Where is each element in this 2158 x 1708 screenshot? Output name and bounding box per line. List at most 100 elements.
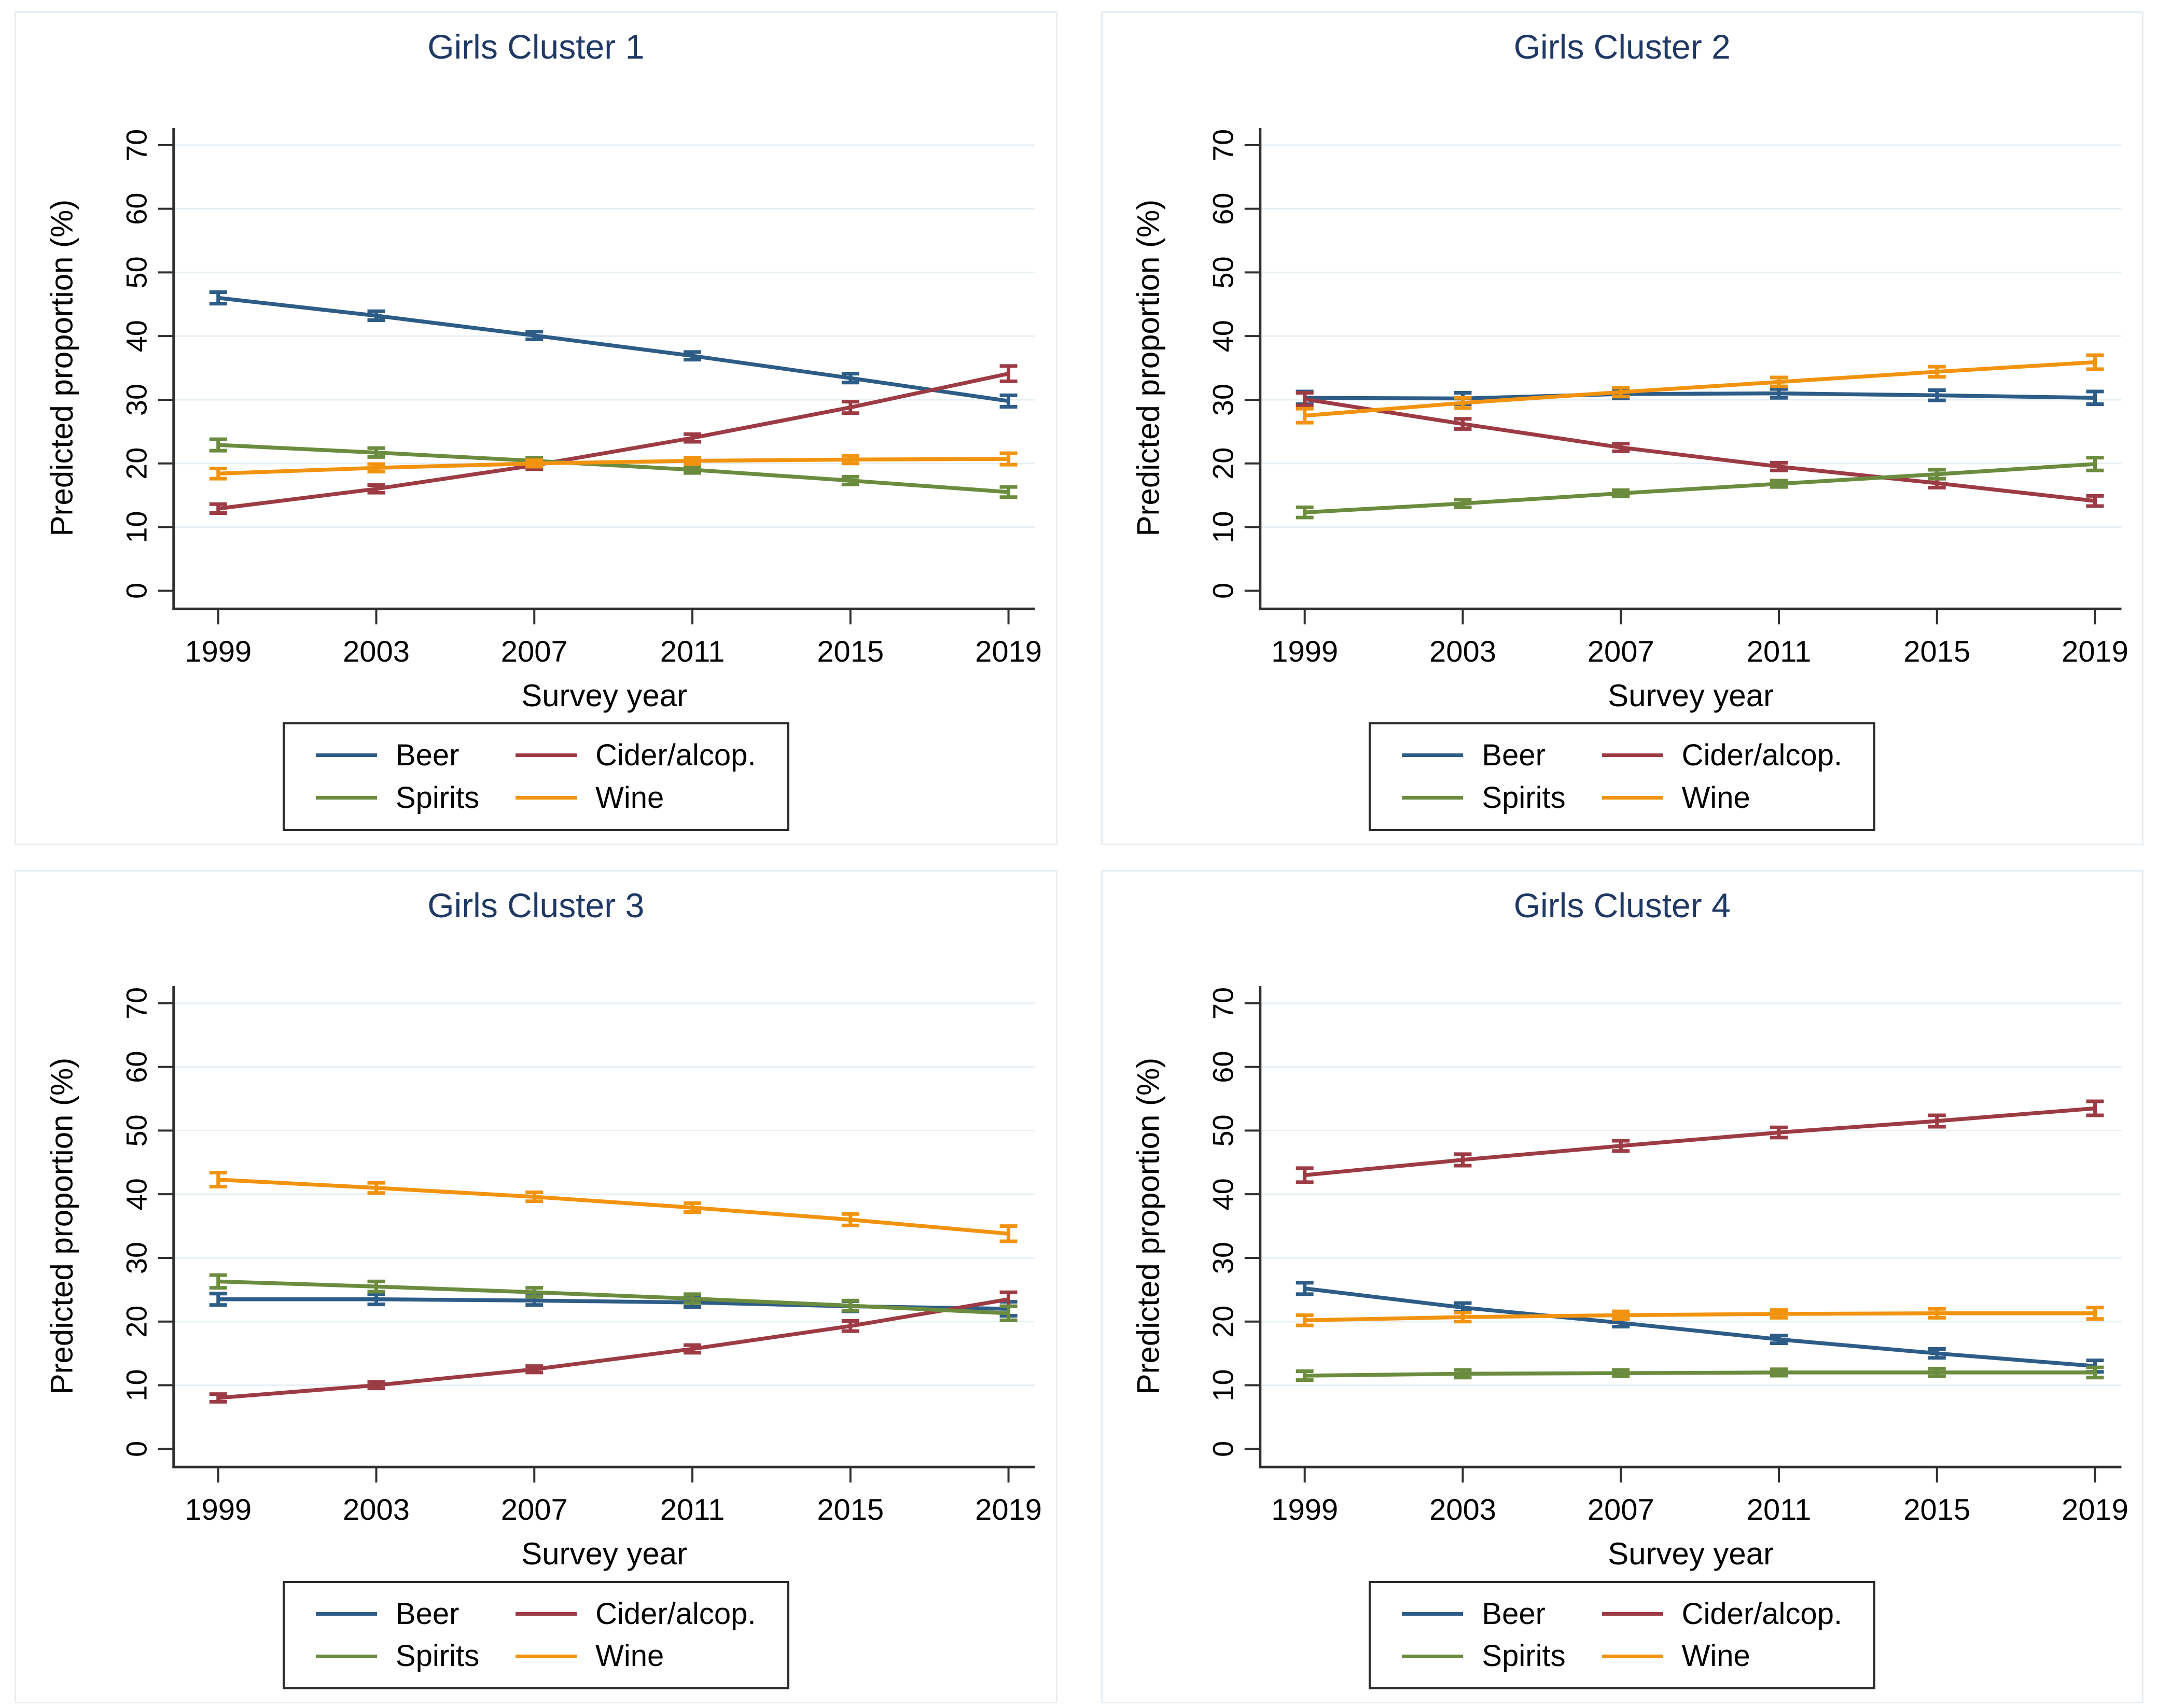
legend-label-wine: Wine — [1681, 780, 1750, 815]
line-chart-girls-cluster-2: 0 10 20 30 40 50 60 70 1999 2003 2007 2011 2015 2019 S… — [1131, 128, 2128, 713]
spirits-line-swatch — [315, 796, 377, 800]
legend-item-cider: Cider/alcop. — [1602, 739, 1842, 772]
x-tick-label: 2011 — [1746, 1494, 1811, 1527]
y-tick-label: 0 — [1206, 1441, 1239, 1457]
x-axis-title: Survey year — [1608, 1537, 1774, 1572]
cider-line-swatch — [1602, 1612, 1663, 1616]
y-tick-label: 70 — [1206, 987, 1239, 1019]
legend-label-cider: Cider/alcop. — [1681, 738, 1843, 772]
series-spirits — [1296, 456, 2104, 520]
gridlines — [173, 1002, 1035, 1387]
series-spirits — [209, 437, 1018, 499]
panel-title: Girls Cluster 1 — [427, 27, 645, 66]
x-tick-label: 2007 — [1587, 635, 1654, 668]
line-chart-girls-cluster-4: 0 10 20 30 40 50 60 70 1999 2003 2007 2011 2015 2019 S… — [1131, 986, 2128, 1572]
legend-label-cider: Cider/alcop. — [1681, 1597, 1843, 1631]
cider-line-swatch — [516, 1612, 577, 1616]
y-tick-label: 10 — [120, 511, 152, 543]
x-axis-title: Survey year — [1608, 678, 1774, 713]
chart-legend: Beer Cider/alcop. Spirits Wine — [1369, 722, 1876, 831]
series-spirits — [209, 1273, 1018, 1323]
y-tick-label: 20 — [1206, 1306, 1239, 1338]
y-tick-label: 40 — [120, 320, 152, 352]
y-tick-label: 60 — [1206, 1051, 1239, 1083]
legend-item-spirits: Spirits — [315, 780, 480, 815]
line-chart-girls-cluster-1: 0 10 20 30 40 50 60 70 1999 2003 2007 2011 2015 2019 S… — [44, 128, 1042, 713]
series-wine — [209, 1171, 1018, 1243]
y-tick-label: 70 — [120, 129, 152, 161]
cider-line-swatch — [1602, 753, 1663, 758]
spirits-line-swatch — [1402, 1654, 1464, 1658]
panel-title: Girls Cluster 2 — [1513, 27, 1731, 66]
legend-label-beer: Beer — [1482, 1597, 1546, 1631]
series-cider-alcop — [209, 364, 1018, 515]
legend-label-beer: Beer — [395, 1597, 460, 1631]
y-tick-label: 0 — [1206, 583, 1239, 599]
y-tick-label: 0 — [120, 583, 152, 599]
chart-panel-girls-cluster-4: Girls Cluster 4 0 10 20 30 40 50 60 70 1999 2003 2… — [1101, 870, 2143, 1704]
y-tick-label: 50 — [1206, 1115, 1239, 1147]
y-tick-label: 20 — [1206, 447, 1239, 479]
legend-label-wine: Wine — [595, 1639, 664, 1673]
y-tick-label: 70 — [120, 987, 152, 1019]
x-tick-label: 2019 — [975, 1494, 1042, 1527]
line-chart-girls-cluster-3: 0 10 20 30 40 50 60 70 1999 2003 2007 2011 2015 2019 S… — [44, 986, 1042, 1572]
y-tick-label: 30 — [1206, 384, 1239, 416]
legend-item-cider: Cider/alcop. — [516, 1597, 756, 1631]
x-axis-title: Survey year — [521, 678, 687, 713]
x-tick-label: 2003 — [1429, 1494, 1496, 1527]
wine-line-swatch — [516, 1654, 577, 1658]
y-tick-label: 10 — [1206, 511, 1239, 543]
x-tick-label: 2003 — [343, 1494, 410, 1527]
series-spirits — [1296, 1366, 2104, 1382]
x-tick-label: 2015 — [1903, 1494, 1970, 1527]
axes: 0 10 20 30 40 50 60 70 1999 2003 2007 2011 2015 2019 S… — [1131, 128, 2128, 713]
beer-line-swatch — [1402, 1612, 1464, 1616]
legend-label-spirits: Spirits — [395, 780, 480, 815]
series-wine — [1296, 1306, 2104, 1328]
y-tick-label: 0 — [120, 1441, 152, 1457]
series-beer — [1296, 1281, 2104, 1374]
legend-label-wine: Wine — [1681, 1639, 1750, 1673]
axes: 0 10 20 30 40 50 60 70 1999 2003 2007 2011 2015 2019 S… — [44, 128, 1042, 713]
legend-item-cider: Cider/alcop. — [1602, 1597, 1843, 1631]
y-axis-title: Predicted proportion (%) — [1131, 200, 1165, 537]
y-tick-label: 20 — [120, 1306, 152, 1338]
y-axis-title: Predicted proportion (%) — [44, 1058, 79, 1395]
legend-item-cider: Cider/alcop. — [516, 739, 756, 772]
x-tick-label: 2003 — [1429, 635, 1496, 668]
legend-item-wine: Wine — [1602, 781, 1842, 815]
spirits-line-swatch — [315, 1654, 377, 1658]
wine-line-swatch — [1602, 1654, 1663, 1658]
series-cider-alcop — [1296, 1099, 2104, 1184]
legend-item-wine: Wine — [516, 781, 756, 815]
chart-legend: Beer Cider/alcop. Spirits Wine — [282, 722, 789, 831]
x-tick-label: 2007 — [501, 635, 568, 668]
y-tick-label: 50 — [1206, 256, 1239, 288]
chart-panel-girls-cluster-1: Girls Cluster 1 0 10 20 30 40 50 60 70 1999 2003 2… — [15, 11, 1057, 845]
series-beer — [1296, 387, 2104, 406]
y-tick-label: 70 — [1206, 129, 1239, 161]
panel-title: Girls Cluster 4 — [1513, 886, 1731, 925]
panel-title: Girls Cluster 3 — [427, 886, 645, 925]
x-tick-label: 2015 — [817, 635, 884, 668]
legend-label-wine: Wine — [595, 780, 664, 815]
x-axis-title: Survey year — [521, 1537, 687, 1572]
wine-line-swatch — [516, 796, 577, 800]
y-tick-label: 60 — [120, 1051, 152, 1083]
y-tick-label: 50 — [120, 1115, 152, 1147]
y-tick-label: 40 — [1206, 1179, 1239, 1211]
y-tick-label: 60 — [1206, 192, 1239, 225]
legend-label-spirits: Spirits — [1482, 1639, 1566, 1673]
y-tick-label: 10 — [1206, 1369, 1239, 1402]
legend-item-beer: Beer — [315, 1597, 479, 1631]
beer-line-swatch — [1402, 753, 1464, 758]
y-tick-label: 20 — [120, 447, 152, 479]
series-wine — [209, 451, 1018, 481]
y-tick-label: 30 — [120, 384, 152, 416]
gridlines — [173, 144, 1035, 528]
y-tick-label: 50 — [120, 256, 152, 288]
legend-label-beer: Beer — [1482, 738, 1546, 772]
x-tick-label: 2019 — [2062, 1494, 2128, 1527]
legend-label-spirits: Spirits — [1482, 780, 1566, 815]
